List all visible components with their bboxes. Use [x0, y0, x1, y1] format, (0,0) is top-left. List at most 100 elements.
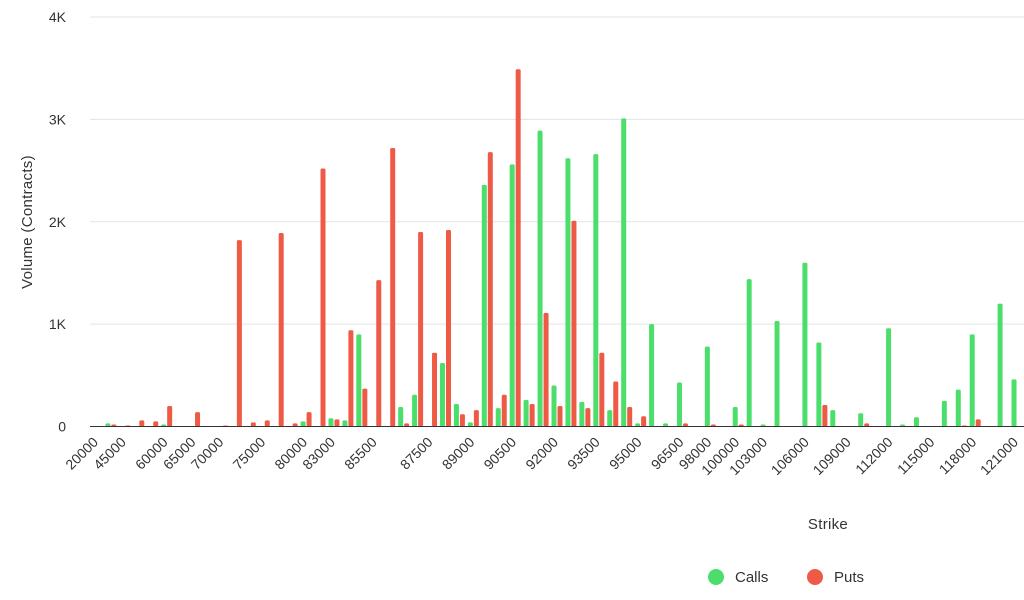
bar-calls-116000[interactable] — [941, 400, 947, 427]
x-tick-label: 112000 — [852, 434, 896, 478]
x-tick-label: 115000 — [894, 434, 938, 478]
bar-puts-84000[interactable] — [348, 330, 354, 427]
bar-puts-96500[interactable] — [682, 423, 688, 427]
bar-puts-75000[interactable] — [264, 420, 270, 427]
bar-calls-94000[interactable] — [607, 410, 613, 427]
bar-puts-92500[interactable] — [571, 220, 577, 427]
bar-calls-88500[interactable] — [453, 403, 459, 427]
bar-puts-90500[interactable] — [515, 69, 521, 427]
bar-calls-96500[interactable] — [676, 382, 682, 427]
bar-puts-72000[interactable] — [236, 240, 242, 427]
bar-puts-82000[interactable] — [320, 168, 326, 427]
bar-puts-118000[interactable] — [975, 419, 981, 427]
x-tick-label: 90500 — [480, 434, 519, 473]
bar-puts-94500[interactable] — [627, 407, 633, 427]
bar-calls-40000[interactable] — [105, 423, 111, 427]
bar-puts-40000[interactable] — [111, 424, 117, 427]
bar-calls-112000[interactable] — [886, 328, 892, 427]
bar-puts-89000[interactable] — [473, 410, 479, 427]
bar-calls-89000[interactable] — [467, 422, 473, 427]
bar-calls-94500[interactable] — [621, 118, 627, 427]
bar-calls-90000[interactable] — [495, 408, 501, 427]
bar-puts-60000[interactable] — [167, 406, 173, 427]
bar-puts-76000[interactable] — [278, 233, 284, 427]
bar-calls-88000[interactable] — [439, 363, 445, 427]
bar-puts-83000[interactable] — [334, 419, 340, 427]
bar-calls-86500[interactable] — [398, 407, 404, 427]
bars — [105, 69, 1017, 427]
x-tick-label: 118000 — [936, 434, 980, 478]
bar-puts-95000[interactable] — [641, 416, 647, 427]
bar-calls-91500[interactable] — [537, 130, 543, 427]
bar-calls-96000[interactable] — [663, 423, 669, 427]
bar-calls-121000[interactable] — [1011, 379, 1017, 427]
bar-calls-120000[interactable] — [997, 303, 1003, 427]
bar-calls-113000[interactable] — [900, 424, 906, 427]
legend-item-calls[interactable]: Calls — [708, 569, 768, 586]
bar-calls-80000[interactable] — [300, 421, 306, 427]
bar-calls-108000[interactable] — [830, 410, 836, 427]
bar-calls-83000[interactable] — [328, 418, 334, 427]
bar-calls-117000[interactable] — [955, 389, 961, 427]
bar-puts-86000[interactable] — [390, 148, 396, 427]
y-tick-label: 4K — [49, 9, 67, 25]
bar-calls-85000[interactable] — [356, 334, 362, 427]
x-tick-label: 92000 — [522, 434, 561, 473]
bar-calls-93000[interactable] — [579, 401, 585, 427]
bar-puts-90000[interactable] — [501, 394, 507, 427]
bar-puts-65000[interactable] — [195, 412, 201, 427]
bar-puts-86500[interactable] — [404, 423, 410, 427]
bar-puts-78000[interactable] — [292, 423, 298, 427]
bar-puts-93500[interactable] — [599, 352, 605, 427]
bar-calls-87000[interactable] — [412, 394, 418, 427]
bar-calls-107000[interactable] — [816, 342, 822, 427]
bar-calls-92500[interactable] — [565, 158, 571, 427]
bar-puts-85500[interactable] — [376, 280, 382, 427]
bar-puts-98000[interactable] — [710, 424, 716, 427]
bar-puts-88000[interactable] — [445, 229, 451, 427]
bar-puts-110000[interactable] — [864, 423, 870, 427]
bar-calls-84000[interactable] — [342, 420, 348, 427]
bar-calls-104000[interactable] — [774, 321, 780, 427]
bar-puts-100000[interactable] — [738, 424, 744, 427]
bar-calls-98000[interactable] — [704, 346, 710, 427]
bar-puts-85000[interactable] — [362, 388, 368, 427]
bar-calls-103000[interactable] — [760, 424, 766, 427]
bar-puts-87500[interactable] — [432, 352, 438, 427]
bar-puts-107000[interactable] — [822, 405, 828, 427]
bar-calls-60000[interactable] — [161, 424, 167, 427]
bar-calls-89500[interactable] — [481, 184, 487, 427]
bar-puts-74000[interactable] — [250, 422, 256, 427]
bar-calls-118000[interactable] — [969, 334, 975, 427]
bar-puts-91000[interactable] — [529, 403, 535, 427]
x-tick-label: 106000 — [768, 434, 812, 478]
bar-calls-93500[interactable] — [593, 154, 599, 427]
legend-label-calls: Calls — [735, 569, 768, 586]
bar-calls-106000[interactable] — [802, 262, 808, 427]
bar-puts-93000[interactable] — [585, 408, 591, 427]
bar-calls-95500[interactable] — [649, 324, 655, 427]
bar-calls-114000[interactable] — [913, 417, 919, 427]
x-tick-label: 109000 — [810, 434, 854, 478]
x-tick-label: 70000 — [188, 434, 227, 473]
bar-calls-91000[interactable] — [523, 399, 529, 427]
x-tick-label: 93500 — [564, 434, 603, 473]
bar-puts-94000[interactable] — [613, 381, 619, 427]
bar-calls-100000[interactable] — [732, 407, 738, 427]
bar-calls-92000[interactable] — [551, 385, 557, 427]
bar-calls-95000[interactable] — [635, 423, 641, 427]
y-tick-label: 2K — [49, 214, 67, 230]
bar-puts-80000[interactable] — [306, 412, 312, 427]
bar-calls-110000[interactable] — [858, 413, 864, 427]
bar-puts-87000[interactable] — [418, 231, 424, 427]
bar-calls-90500[interactable] — [509, 164, 515, 427]
bar-puts-92000[interactable] — [557, 406, 563, 427]
x-tick-label: 85500 — [341, 434, 380, 473]
bar-calls-102000[interactable] — [746, 279, 752, 427]
bar-puts-88500[interactable] — [459, 414, 465, 427]
bar-puts-89500[interactable] — [487, 152, 493, 427]
bar-puts-91500[interactable] — [543, 312, 549, 427]
legend-item-puts[interactable]: Puts — [807, 569, 864, 586]
bar-puts-55000[interactable] — [153, 421, 159, 427]
bar-puts-50000[interactable] — [139, 420, 145, 427]
